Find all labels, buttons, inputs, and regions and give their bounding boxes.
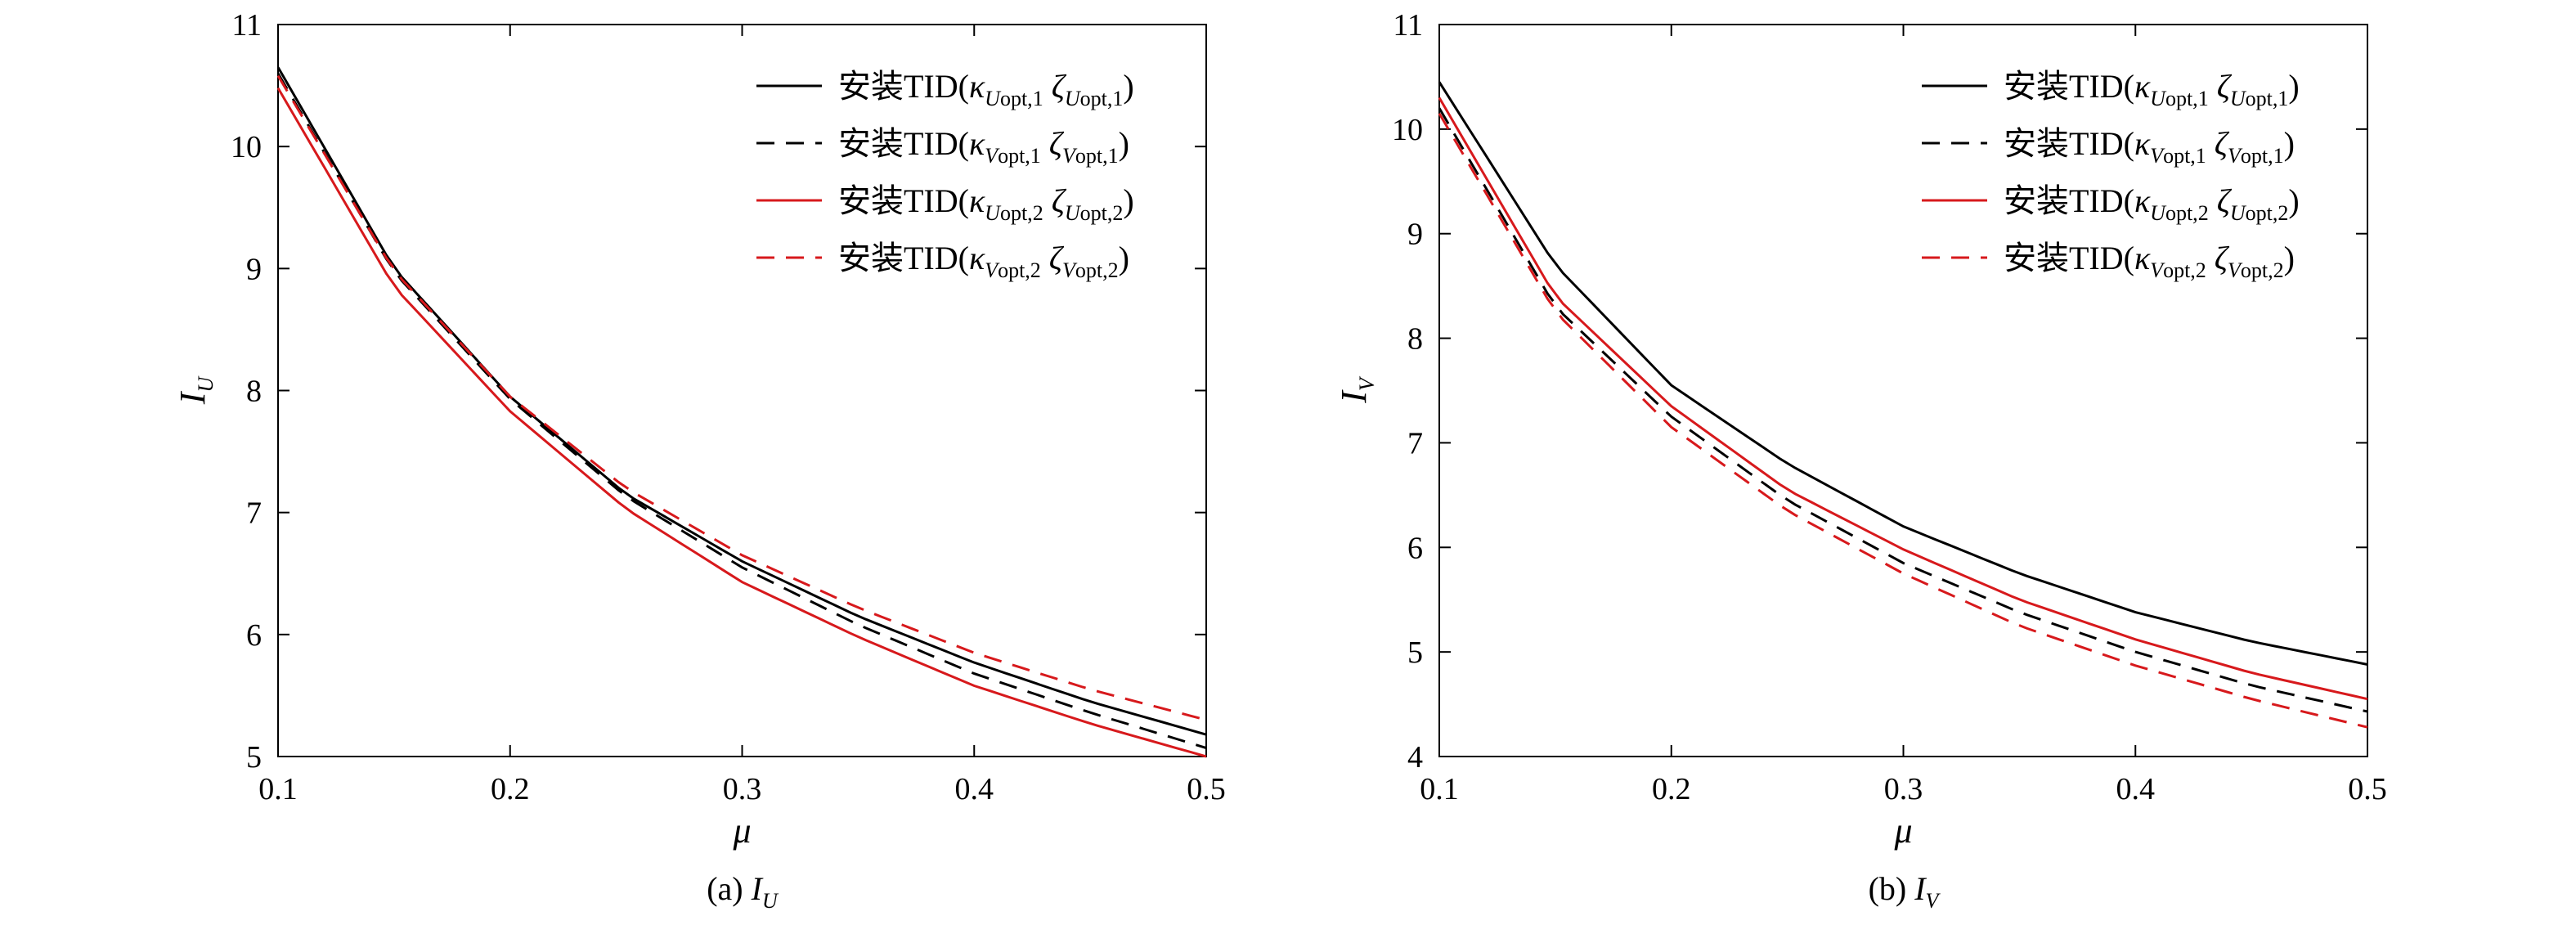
chart-panel-a: 0.1 0.2 0.3 0.4 0.5 5 6 7 8 9 10 11 μ IU 安装TID(κUopt,1… [173, 8, 1226, 913]
y-tick-label: 9 [1407, 218, 1423, 252]
x-tick-label: 0.5 [1187, 772, 1226, 806]
y-tick-label: 7 [1407, 426, 1423, 460]
x-axis-title: μ [1893, 810, 1912, 851]
x-tick-label: 0.2 [491, 772, 530, 806]
legend-label: 安装TID(κUopt,2 ζUopt,2) [2004, 182, 2300, 225]
y-tick-label: 7 [246, 496, 262, 531]
x-tick-label: 0.2 [1652, 772, 1691, 806]
y-tick-label: 6 [1407, 531, 1423, 565]
y-tick-label: 4 [1407, 740, 1423, 775]
series-line-1 [1438, 81, 2368, 666]
x-tick-label: 0.5 [2348, 772, 2387, 806]
y-axis-title: IU [173, 375, 218, 406]
y-tick-label: 8 [246, 375, 262, 409]
y-tick-label: 10 [1392, 113, 1423, 147]
y-tick-label: 9 [246, 252, 262, 286]
plot-frame [1438, 24, 2368, 757]
legend-label: 安装TID(κVopt,1 ζVopt,1) [2004, 125, 2295, 168]
x-tick-label: 0.4 [955, 772, 994, 806]
chart-panel-b: 0.1 0.2 0.3 0.4 0.5 4 5 6 7 8 9 10 11 μ IV 安装TID(κUopt,… [1334, 8, 2387, 913]
chart-caption: (b) IV [1869, 870, 1941, 913]
y-tick-label: 11 [1393, 8, 1423, 43]
y-tick-label: 10 [231, 130, 262, 164]
series-line-3 [276, 87, 1207, 758]
series-line-2 [276, 72, 1207, 750]
legend-label: 安装TID(κUopt,1 ζUopt,1) [838, 68, 1134, 110]
legend-label: 安装TID(κVopt,2 ζVopt,2) [2004, 240, 2295, 282]
series-line-3 [1438, 97, 2368, 701]
x-axis-title: μ [732, 810, 751, 851]
plot-frame [277, 24, 1207, 757]
x-tick-label: 0.4 [2116, 772, 2156, 806]
y-tick-label: 11 [231, 8, 262, 43]
y-tick-label: 6 [246, 618, 262, 653]
x-tick-label: 0.3 [723, 772, 762, 806]
x-tick-label: 0.1 [1420, 772, 1459, 806]
legend-label: 安装TID(κUopt,1 ζUopt,1) [2004, 68, 2300, 110]
x-tick-label: 0.1 [258, 772, 298, 806]
legend-label: 安装TID(κVopt,2 ζVopt,2) [838, 240, 1129, 282]
y-tick-label: 5 [1407, 635, 1423, 670]
chart-caption: (a) IU [707, 870, 779, 913]
y-axis-title: IV [1334, 375, 1379, 404]
legend-label: 安装TID(κVopt,1 ζVopt,1) [838, 125, 1129, 168]
series-line-4 [276, 74, 1207, 721]
series-line-2 [1438, 107, 2368, 713]
y-tick-label: 8 [1407, 322, 1423, 357]
legend-label: 安装TID(κUopt,2 ζUopt,2) [838, 182, 1134, 225]
y-tick-label: 5 [246, 740, 262, 775]
x-tick-label: 0.3 [1884, 772, 1923, 806]
